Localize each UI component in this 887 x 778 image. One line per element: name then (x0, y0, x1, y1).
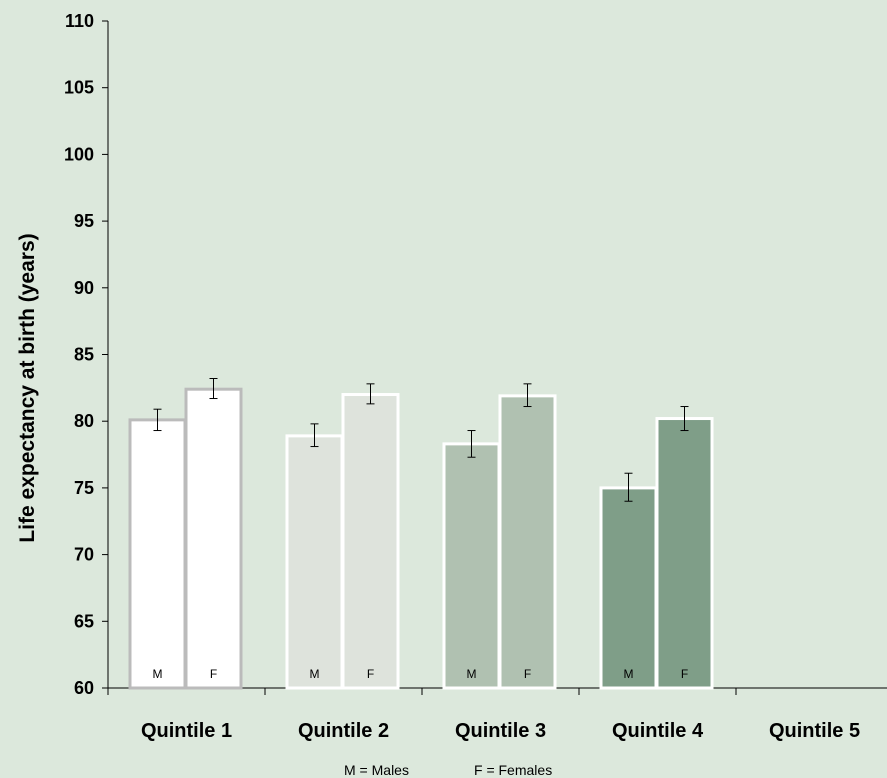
y-tick-label: 80 (74, 411, 94, 431)
y-axis-label: Life expectancy at birth (years) (16, 233, 39, 542)
y-tick-label: 110 (65, 11, 94, 31)
bar-sex-label: M (624, 667, 634, 681)
x-category-label: Quintile 3 (455, 720, 546, 742)
bar (128, 418, 187, 690)
bar (599, 486, 658, 690)
legend-females: F = Females (474, 762, 552, 778)
x-category-label: Quintile 2 (298, 720, 389, 742)
bar-sex-label: F (681, 667, 688, 681)
bar-sex-label: M (310, 667, 320, 681)
bar (655, 417, 714, 690)
y-tick-label: 85 (74, 345, 94, 365)
x-category-label: Quintile 5 (769, 720, 860, 742)
bar (285, 434, 344, 690)
y-tick-label: 100 (64, 144, 94, 164)
bar (184, 387, 243, 690)
bar-sex-label: M (467, 667, 477, 681)
y-tick-label: 65 (74, 611, 94, 631)
bar-sex-label: F (210, 667, 217, 681)
x-category-label: Quintile 4 (612, 720, 704, 742)
bar-sex-label: F (524, 667, 531, 681)
bar (498, 394, 557, 690)
bar-sex-label: M (153, 667, 163, 681)
bar-sex-label: F (367, 667, 374, 681)
x-axis: Quintile 1 Quintile 2 Quintile 3 Quintile 4… (107, 687, 887, 742)
y-tick-label: 105 (64, 78, 94, 98)
x-category-label: Quintile 1 (141, 720, 232, 742)
bar (442, 442, 501, 690)
bar (341, 393, 400, 690)
y-tick-label: 95 (74, 211, 94, 231)
legend-males: M = Males (344, 762, 409, 778)
y-axis: 60 65 70 75 80 85 90 95 100 105 110 (64, 11, 109, 698)
y-tick-label: 90 (74, 278, 94, 298)
y-tick-label: 60 (74, 678, 94, 698)
y-tick-label: 70 (74, 545, 94, 565)
y-tick-label: 75 (74, 478, 94, 498)
